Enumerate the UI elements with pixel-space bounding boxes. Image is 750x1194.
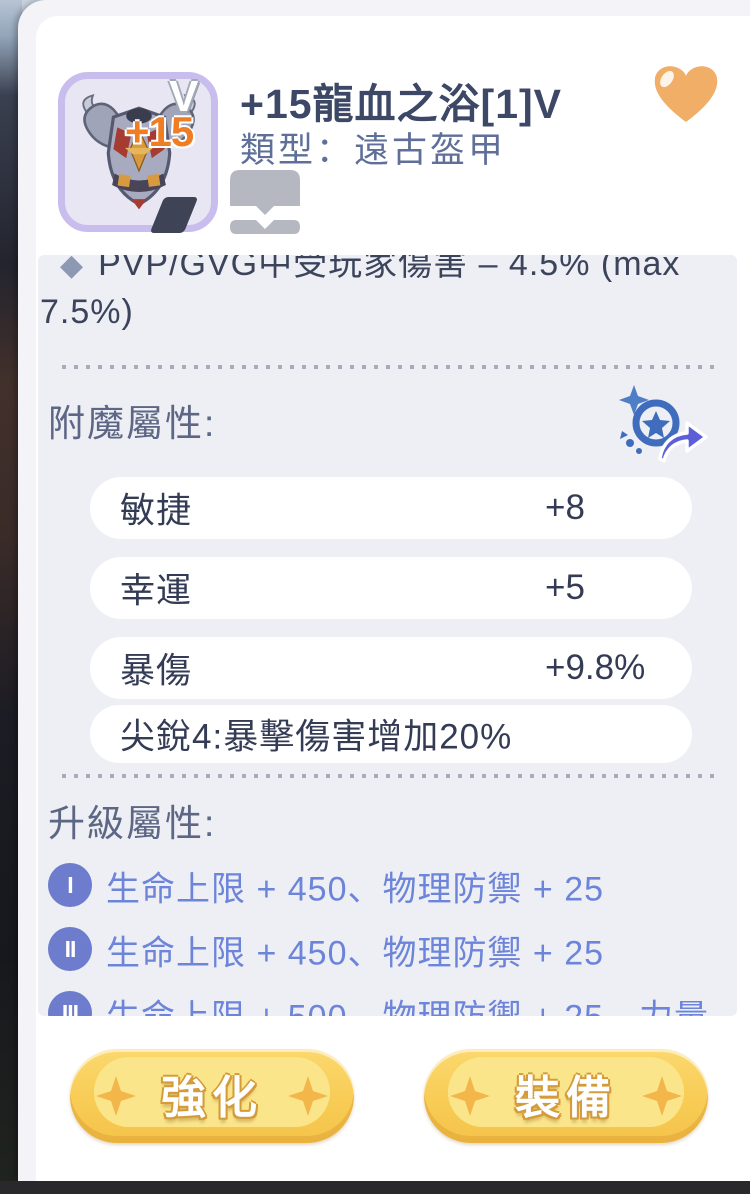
equip-button-label: 裝備 <box>514 1071 617 1123</box>
item-type-value: 遠古盔甲 <box>354 131 507 170</box>
item-refine-level: +15 <box>125 108 194 155</box>
upgrade-row-text: 生命上限 + 450、物理防禦 + 25 <box>106 934 605 973</box>
bottom-home-bar <box>0 1181 750 1194</box>
upgrade-tier-badge: I <box>48 863 92 907</box>
upgrade-row-text: 生命上限 + 500、物理防禦 + 25、力量 <box>106 990 709 1017</box>
enchant-stat-value: +9.8% <box>545 648 646 687</box>
enchant-stat-value: +5 <box>545 568 585 607</box>
enchant-row: 幸運 +5 <box>90 557 692 619</box>
upgrade-row: II 生命上限 + 450、物理防禦 + 25 <box>48 925 708 975</box>
favorite-heart-icon[interactable] <box>650 60 722 131</box>
armor-slot-icon <box>228 168 302 241</box>
enchant-row: 敏捷 +8 <box>90 477 692 539</box>
item-stats-scroll-area[interactable]: ◆ PVP/GVG中受玩家傷害 – 4.5% (max 7.5%) 附魔屬性: 敏… <box>38 255 737 1016</box>
item-type: 類型：遠古盔甲 <box>240 122 640 173</box>
sparkle-icon <box>642 1076 682 1116</box>
upgrade-row: I 生命上限 + 450、物理防禦 + 25 <box>48 861 708 911</box>
sparkle-icon <box>288 1076 328 1116</box>
enchant-section-header: 附魔屬性: <box>48 403 217 444</box>
item-name: +15龍血之浴[1]V <box>240 81 563 127</box>
upgrade-tier-badge: II <box>48 927 92 971</box>
stat-line-pvp: ◆ PVP/GVG中受玩家傷害 – 4.5% (max 7.5%) <box>40 255 708 336</box>
upgrade-tier-badge: III <box>48 991 92 1016</box>
background-game-scene <box>0 0 22 1194</box>
enchant-stat-label: 敏捷 <box>120 491 193 531</box>
upgrade-section-header: 升級屬性: <box>48 803 217 844</box>
enchant-transfer-icon[interactable] <box>610 385 710 467</box>
upgrade-row: III 生命上限 + 500、物理防禦 + 25、力量 <box>48 989 708 1016</box>
enhance-button[interactable]: 強化 <box>70 1049 354 1143</box>
sparkle-icon <box>96 1076 136 1116</box>
enchant-row: 暴傷 +9.8% <box>90 637 692 699</box>
enhance-button-label: 強化 <box>160 1071 263 1123</box>
sparkle-icon <box>450 1076 490 1116</box>
enchant-effect-label: 尖銳4:暴擊傷害增加20% <box>120 717 513 757</box>
dotted-divider <box>62 365 714 369</box>
upgrade-row-text: 生命上限 + 450、物理防禦 + 25 <box>106 870 605 909</box>
item-tier-badge: V <box>169 72 199 121</box>
stat-line-pvp-text: PVP/GVG中受玩家傷害 – 4.5% (max 7.5%) <box>40 255 681 331</box>
armor-item-image <box>82 94 196 210</box>
dotted-divider <box>62 774 714 778</box>
enchant-stat-value: +8 <box>545 488 585 527</box>
enchant-stat-label: 暴傷 <box>120 651 193 691</box>
enchant-row: 尖銳4:暴擊傷害增加20% <box>90 705 692 763</box>
item-type-label: 類型： <box>240 131 355 170</box>
equip-button[interactable]: 裝備 <box>424 1049 708 1143</box>
diamond-bullet: ◆ <box>60 255 85 282</box>
item-icon[interactable]: V +15 <box>58 72 218 233</box>
enchant-stat-label: 幸運 <box>120 571 193 611</box>
